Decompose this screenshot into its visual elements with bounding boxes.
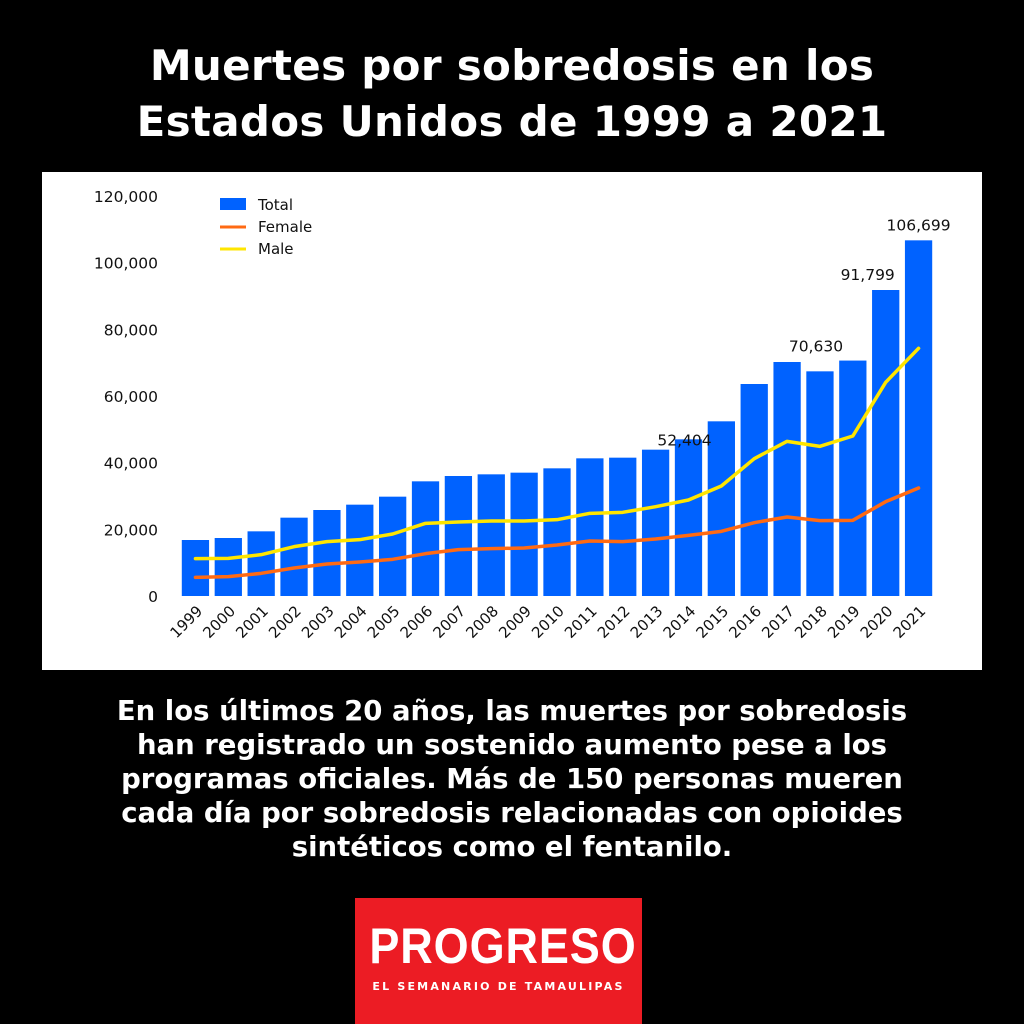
x-tick-label: 2005 [364, 602, 404, 642]
bar-total-2008 [477, 474, 505, 596]
bar-total-2002 [280, 517, 308, 596]
bar-total-2004 [346, 504, 374, 596]
legend-label-female: Female [258, 218, 312, 236]
caption: En los últimos 20 años, las muertes por … [20, 694, 1004, 864]
overdose-chart: 0 20,000 40,000 60,000 80,000 100,000 120,000 1… [94, 188, 951, 642]
data-label-2020: 91,799 [841, 266, 895, 284]
y-tick-label: 120,000 [94, 188, 158, 206]
y-tick-label: 0 [148, 588, 158, 606]
bar-total-2015 [707, 421, 735, 596]
chart-panel: 0 20,000 40,000 60,000 80,000 100,000 120,000 1… [42, 172, 982, 670]
bar-total-2018 [806, 371, 834, 596]
bar-total-2000 [214, 538, 242, 596]
x-tick-label: 2000 [199, 602, 239, 642]
legend-swatch-total [220, 198, 246, 210]
x-tick-label: 2004 [331, 602, 371, 642]
y-tick-label: 40,000 [104, 455, 158, 473]
x-tick-label: 1999 [167, 602, 207, 642]
x-tick-label: 2016 [725, 602, 765, 642]
x-tick-label: 2012 [594, 602, 634, 642]
x-tick-label: 2003 [298, 602, 338, 642]
bar-total-2017 [773, 362, 801, 596]
y-tick-label: 100,000 [94, 255, 158, 273]
x-tick-label: 2015 [692, 602, 732, 642]
bar-total-2019 [839, 360, 867, 596]
data-label-2018: 70,630 [789, 337, 843, 355]
caption-line-5: sintéticos como el fentanilo. [291, 831, 733, 863]
caption-line-1: En los últimos 20 años, las muertes por … [116, 695, 908, 727]
data-label-2014: 52,404 [657, 431, 711, 449]
bar-total-2009 [510, 472, 538, 596]
x-tick-label: 2021 [890, 602, 930, 642]
logo-tagline: EL SEMANARIO DE TAMAULIPAS [372, 980, 625, 993]
progreso-logo: PROGRESO EL SEMANARIO DE TAMAULIPAS [355, 898, 642, 1024]
caption-line-3: programas oficiales. Más de 150 personas… [121, 763, 903, 795]
x-tick-label: 2011 [561, 602, 601, 642]
bar-total-2001 [247, 531, 275, 596]
x-tick-label: 2010 [528, 602, 568, 642]
bar-total-2003 [313, 510, 341, 596]
bar-total-2014 [674, 439, 703, 596]
x-tick-label: 2014 [660, 602, 700, 642]
x-tick-label: 2013 [627, 602, 667, 642]
x-tick-label: 2019 [824, 602, 864, 642]
x-tick-label: 2009 [495, 602, 535, 642]
x-tick-label: 2006 [397, 602, 437, 642]
title-line-1: Muertes por sobredosis en los [149, 41, 875, 90]
x-tick-label: 2001 [232, 602, 272, 642]
x-tick-label: 2017 [758, 602, 798, 642]
data-label-2021: 106,699 [887, 216, 951, 234]
bar-total-2010 [543, 468, 571, 596]
legend-label-total: Total [257, 196, 293, 214]
bar-total-2007 [444, 476, 473, 596]
x-tick-label: 2020 [857, 602, 897, 642]
bar-total-2011 [576, 458, 604, 596]
y-tick-label: 80,000 [104, 321, 158, 339]
bar-total-2005 [379, 496, 407, 596]
page-title: Muertes por sobredosis en los Estados Un… [0, 38, 1024, 150]
caption-line-2: han registrado un sostenido aumento pese… [136, 729, 888, 761]
legend-label-male: Male [258, 240, 294, 258]
logo-name: PROGRESO [369, 918, 637, 974]
bar-total-2016 [740, 384, 768, 596]
bar-total-2013 [641, 449, 670, 596]
x-tick-label: 2002 [265, 602, 305, 642]
title-line-2: Estados Unidos de 1999 a 2021 [136, 97, 888, 146]
x-tick-label: 2008 [462, 602, 502, 642]
bar-total-2021 [904, 240, 933, 596]
bar-total-2020 [872, 290, 900, 596]
bar-total-2012 [609, 457, 637, 596]
bar-total-2006 [411, 481, 440, 596]
y-tick-label: 60,000 [104, 388, 158, 406]
caption-line-4: cada día por sobredosis relacionadas con… [121, 797, 903, 829]
bar-total-1999 [181, 540, 210, 596]
x-tick-label: 2007 [429, 602, 469, 642]
x-tick-label: 2018 [791, 602, 831, 642]
y-tick-label: 20,000 [104, 521, 158, 539]
